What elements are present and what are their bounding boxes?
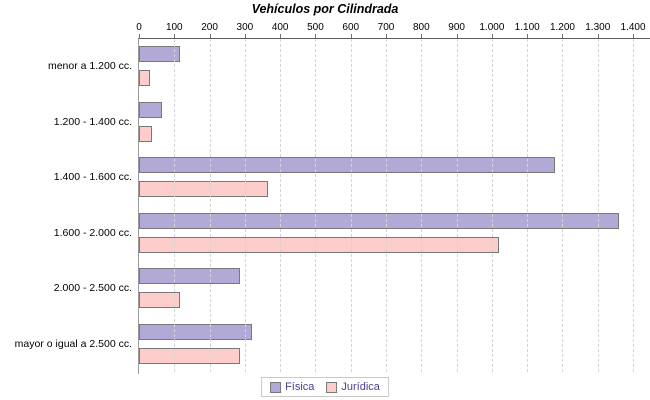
- legend-label-juridica: Jurídica: [341, 381, 380, 393]
- x-tick-label-300: 300: [236, 22, 254, 33]
- x-tick-mark-1000: [491, 34, 493, 38]
- legend-swatch-juridica: [326, 381, 338, 393]
- x-tick-label-900: 900: [448, 22, 465, 33]
- bar-groups: menor a 1.200 cc. 1.200 - 1.400 cc. 1.400 …: [15, 39, 650, 374]
- category-label: 2.000 - 2.500 cc.: [53, 282, 132, 295]
- category-group-2: 1.200 - 1.400 cc.: [54, 101, 650, 142]
- bar-juridica: [139, 70, 151, 86]
- gridline-1300: [597, 39, 599, 372]
- bar-fisica: [139, 268, 240, 285]
- x-tick-label-400: 400: [271, 22, 289, 33]
- gridline-900: [456, 39, 458, 372]
- gridline-300: [244, 39, 246, 372]
- bar-fisica: [139, 157, 556, 174]
- gridline-600: [350, 39, 352, 372]
- category-group-3: 1.400 - 1.600 cc.: [54, 157, 650, 198]
- x-tick-label-0: 0: [136, 22, 142, 33]
- category-label: menor a 1.200 cc.: [47, 60, 132, 72]
- gridline-1400: [633, 39, 635, 372]
- x-tick-mark-800: [421, 34, 423, 38]
- category-label: 1.600 - 2.000 cc.: [53, 226, 132, 239]
- x-tick-mark-500: [315, 34, 317, 38]
- legend-item-juridica: Jurídica: [326, 381, 380, 393]
- bar-fisica: [139, 101, 162, 118]
- x-tick-mark-200: [209, 34, 211, 38]
- x-tick-label-1000: 1.000: [479, 22, 505, 33]
- gridline-1000: [491, 39, 493, 372]
- plot-area: menor a 1.200 cc. 1.200 - 1.400 cc. 1.400 …: [15, 22, 650, 374]
- bar-juridica: [139, 125, 153, 142]
- x-tick-label-1100: 1.100: [514, 22, 540, 33]
- category-label: 1.400 - 1.600 cc.: [53, 171, 132, 184]
- legend-swatch-fisica: [270, 381, 282, 393]
- bar-juridica: [139, 292, 180, 309]
- x-tick-mark-300: [244, 34, 246, 38]
- x-tick-mark-900: [456, 34, 458, 38]
- legend: Física Jurídica: [261, 377, 389, 397]
- x-tick-label-1200: 1.200: [549, 22, 575, 33]
- bar-juridica: [139, 181, 268, 198]
- bar-juridica: [139, 347, 240, 364]
- x-tick-label-200: 200: [201, 22, 218, 33]
- gridline-500: [315, 39, 317, 372]
- category-group-6: mayor o igual a 2.500 cc.: [15, 323, 650, 364]
- x-tick-label-700: 700: [377, 22, 395, 33]
- bar-fisica: [139, 46, 180, 62]
- x-tick-label-100: 100: [165, 22, 183, 33]
- category-group-4: 1.600 - 2.000 cc.: [54, 212, 650, 253]
- x-tick-label-1300: 1.300: [585, 22, 611, 33]
- x-tick-mark-1100: [527, 34, 529, 38]
- x-tick-label-1400: 1.400: [620, 22, 646, 33]
- x-tick-label-500: 500: [307, 22, 324, 33]
- category-label: 1.200 - 1.400 cc.: [53, 115, 132, 128]
- category-group-1: menor a 1.200 cc.: [48, 46, 650, 86]
- category-group-5: 2.000 - 2.500 cc.: [54, 268, 650, 309]
- gridline-200: [209, 39, 211, 372]
- x-tick-mark-0: [139, 34, 140, 38]
- legend-label-fisica: Física: [285, 381, 315, 393]
- gridline-1200: [562, 39, 564, 372]
- gridline-1100: [527, 39, 529, 372]
- category-label: mayor o igual a 2.500 cc.: [14, 337, 132, 350]
- bar-juridica: [139, 236, 499, 253]
- chart-title: Vehículos por Cilindrada: [251, 2, 399, 16]
- x-tick-mark-700: [386, 34, 388, 38]
- gridline-100: [174, 39, 176, 372]
- x-tick-mark-1300: [597, 34, 599, 38]
- bar-fisica: [139, 212, 619, 229]
- legend-item-fisica: Física: [270, 381, 314, 393]
- x-tick-label-600: 600: [342, 22, 360, 33]
- x-tick-mark-100: [174, 34, 176, 38]
- bar-fisica: [139, 323, 252, 340]
- x-tick-mark-400: [280, 34, 282, 38]
- x-tick-mark-1400: [633, 34, 635, 38]
- gridline-400: [280, 39, 282, 372]
- x-tick-label-800: 800: [412, 22, 430, 33]
- x-tick-mark-600: [350, 34, 352, 38]
- x-tick-mark-1200: [562, 34, 564, 38]
- gridline-700: [386, 39, 388, 372]
- gridline-800: [421, 39, 423, 372]
